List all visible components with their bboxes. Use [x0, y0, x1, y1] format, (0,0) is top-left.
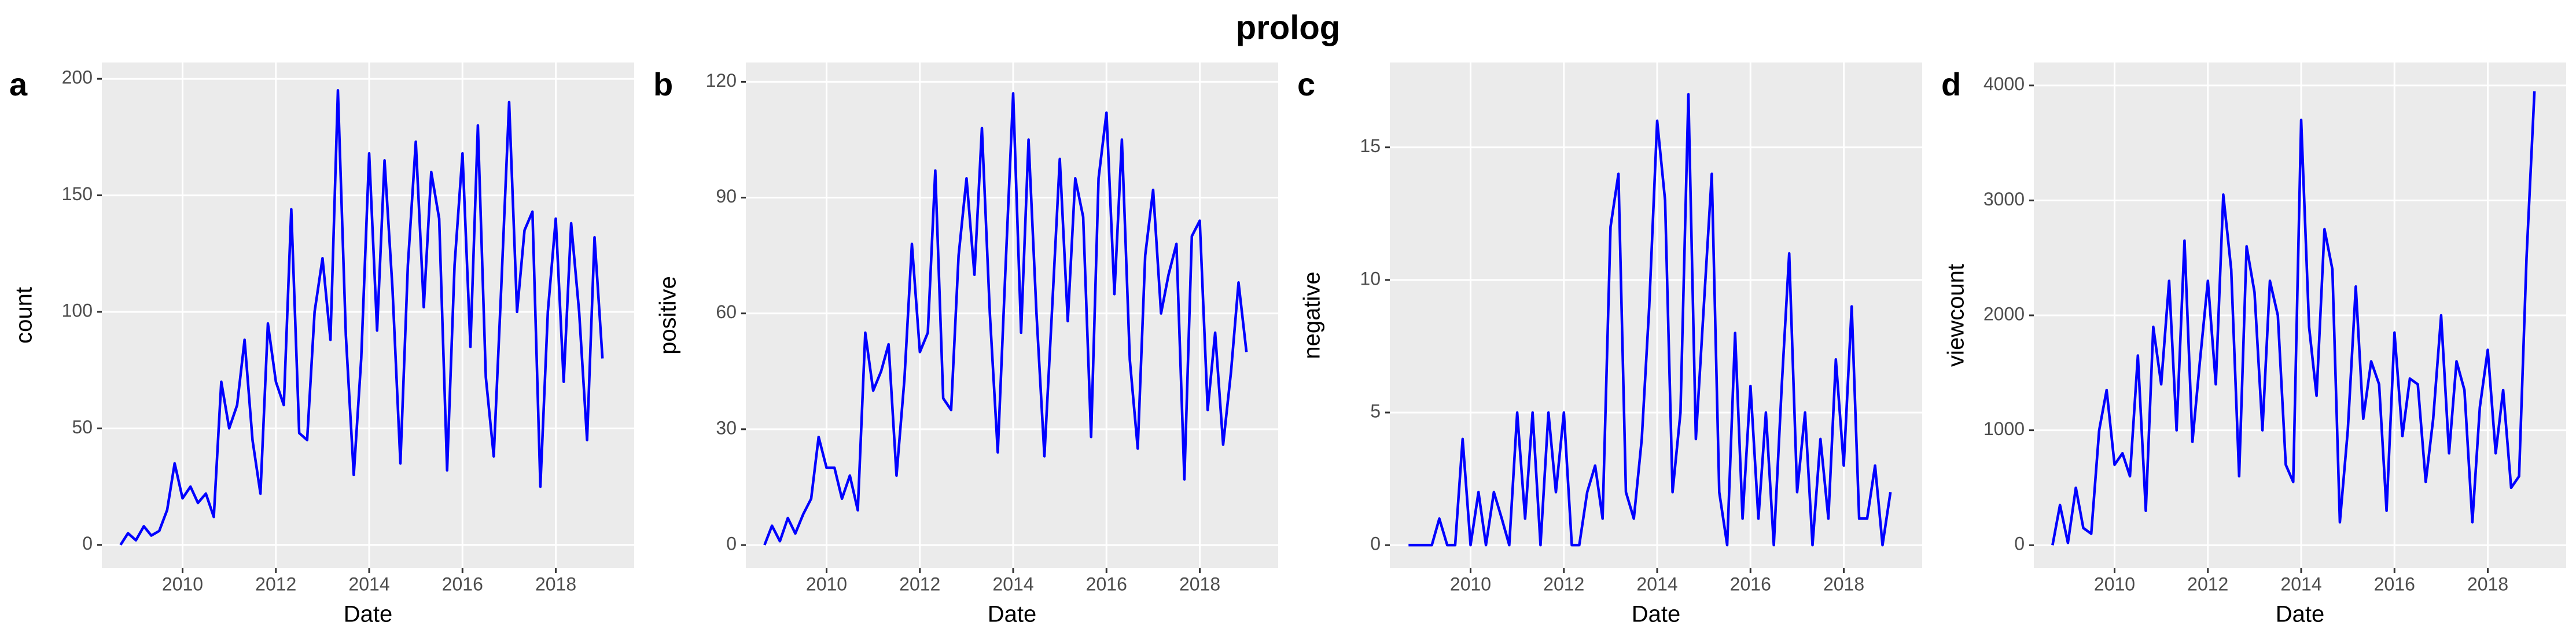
x-tick-label: 2012	[899, 573, 940, 594]
y-tick-label: 1000	[1983, 418, 2025, 439]
x-tick-label: 2016	[442, 573, 483, 594]
x-tick-label: 2018	[1179, 573, 1220, 594]
panel-label: a	[9, 66, 28, 102]
y-tick-label: 90	[716, 186, 737, 207]
x-tick-label: 2010	[1450, 573, 1491, 594]
y-tick-label: 15	[1360, 135, 1381, 156]
y-tick-label: 10	[1360, 268, 1381, 289]
x-tick-label: 2012	[255, 573, 296, 594]
x-tick-label: 2018	[535, 573, 576, 594]
y-tick-label: 2000	[1983, 303, 2025, 324]
y-tick-label: 60	[716, 301, 737, 322]
y-tick-label: 0	[2014, 533, 2025, 554]
y-axis-title: negative	[1300, 271, 1325, 359]
x-tick-label: 2014	[2280, 573, 2321, 594]
data-line	[119, 89, 604, 546]
y-tick-label: 0	[1370, 533, 1381, 554]
panel-label: c	[1297, 66, 1315, 102]
x-axis-title: Date	[1632, 602, 1681, 627]
y-tick-label: 0	[726, 533, 737, 554]
x-tick-label: 2016	[1086, 573, 1127, 594]
x-tick-label: 2016	[1730, 573, 1771, 594]
x-axis-title: Date	[344, 602, 393, 627]
x-axis-title: Date	[2276, 602, 2325, 627]
y-tick-label: 4000	[1983, 73, 2025, 94]
x-tick-label: 2010	[162, 573, 203, 594]
x-tick-label: 2014	[992, 573, 1033, 594]
y-tick-label: 100	[62, 300, 93, 321]
y-tick-label: 50	[72, 417, 93, 437]
y-axis-title: positive	[656, 276, 681, 355]
y-tick-label: 5	[1370, 400, 1381, 421]
x-tick-label: 2010	[806, 573, 847, 594]
y-axis-title: count	[12, 287, 37, 344]
figure-title: prolog	[1236, 9, 1340, 46]
panel-label: b	[653, 66, 673, 102]
x-tick-label: 2014	[1636, 573, 1677, 594]
panel-label: d	[1941, 66, 1961, 102]
y-axis-title: viewcount	[1944, 264, 1969, 367]
y-tick-label: 30	[716, 417, 737, 438]
data-line	[2051, 91, 2536, 546]
x-tick-label: 2012	[1543, 573, 1584, 594]
plot-background	[102, 62, 634, 568]
data-line	[763, 92, 1248, 546]
x-tick-label: 2012	[2187, 573, 2228, 594]
x-tick-label: 2018	[1823, 573, 1864, 594]
y-tick-label: 120	[706, 70, 737, 91]
x-tick-label: 2014	[348, 573, 389, 594]
x-tick-label: 2016	[2374, 573, 2415, 594]
y-tick-label: 150	[62, 183, 93, 204]
y-tick-label: 0	[82, 533, 93, 554]
x-axis-title: Date	[988, 602, 1037, 627]
y-tick-label: 3000	[1983, 189, 2025, 209]
data-line	[1408, 93, 1892, 547]
y-tick-label: 200	[62, 67, 93, 88]
x-tick-label: 2018	[2467, 573, 2508, 594]
x-tick-label: 2010	[2094, 573, 2135, 594]
